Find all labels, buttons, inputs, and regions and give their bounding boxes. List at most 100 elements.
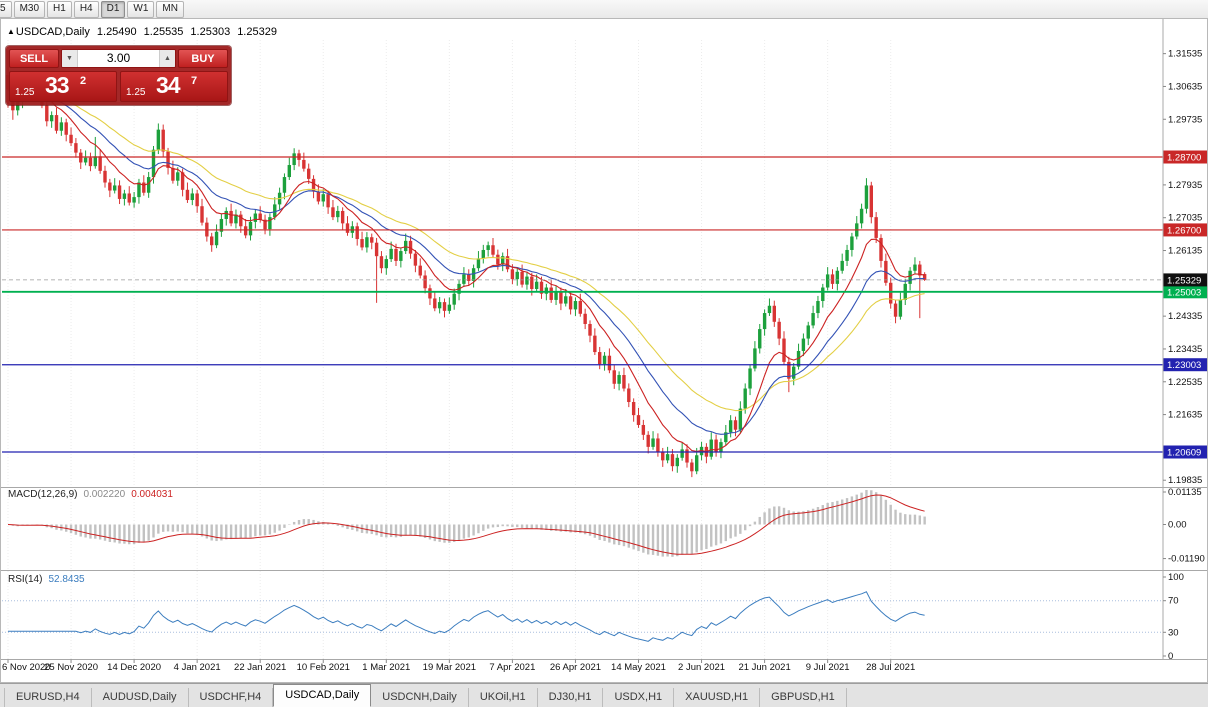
svg-text:25 Nov 2020: 25 Nov 2020 bbox=[44, 662, 98, 673]
chart-tab-audusd-daily[interactable]: AUDUSD,Daily bbox=[92, 688, 189, 707]
svg-text:1.27935: 1.27935 bbox=[1168, 180, 1202, 191]
chart-tab-gbpusd-h1[interactable]: GBPUSD,H1 bbox=[760, 688, 847, 707]
macd-title: MACD(12,26,9) bbox=[8, 489, 78, 500]
macd-signal-line bbox=[7, 494, 925, 555]
chart-tab-usdcad-daily[interactable]: USDCAD,Daily bbox=[273, 684, 372, 707]
svg-text:21 Jun 2021: 21 Jun 2021 bbox=[738, 662, 790, 673]
sell-button[interactable]: SELL bbox=[9, 49, 59, 68]
timeframe-button-h4[interactable]: H4 bbox=[73, 0, 99, 18]
svg-text:1.25003: 1.25003 bbox=[1167, 287, 1201, 298]
price-chart-canvas[interactable]: 1.31535 1.30635 1.29735 1.27935 1.27035 1.261… bbox=[0, 18, 1208, 683]
chart-tab-xauusd-h1[interactable]: XAUUSD,H1 bbox=[674, 688, 761, 707]
rsi-indicator bbox=[2, 591, 1163, 642]
price-badge: 1.20609 bbox=[1163, 445, 1208, 459]
price-badge: 1.28700 bbox=[1163, 150, 1208, 164]
price-badge: 1.26700 bbox=[1163, 223, 1208, 237]
buy-price-prefix: 1.25 bbox=[126, 87, 146, 98]
svg-text:1.24335: 1.24335 bbox=[1168, 311, 1202, 322]
rsi-line bbox=[8, 591, 925, 642]
svg-text:70: 70 bbox=[1168, 596, 1179, 607]
svg-text:9 Jul 2021: 9 Jul 2021 bbox=[806, 662, 850, 673]
one-click-trading-panel: SELL ▼ 3.00 ▲ BUY 1.25 33 2 1.25 34 7 bbox=[6, 46, 231, 105]
rsi-value: 52.8435 bbox=[48, 574, 85, 585]
timeframe-toolbar: 5 M30 H1 H4 D1 W1 MN bbox=[0, 0, 1208, 19]
svg-text:1.28700: 1.28700 bbox=[1167, 153, 1201, 164]
svg-text:1.31535: 1.31535 bbox=[1168, 49, 1202, 60]
chart-window[interactable]: 1.31535 1.30635 1.29735 1.27935 1.27035 1.261… bbox=[0, 18, 1208, 683]
ma-34-line bbox=[7, 88, 925, 412]
sell-price-sup: 2 bbox=[80, 75, 87, 87]
svg-text:0.01135: 0.01135 bbox=[1168, 487, 1202, 498]
chart-tab-ukoil-h1[interactable]: UKOil,H1 bbox=[469, 688, 538, 707]
price-badge: 1.25003 bbox=[1163, 285, 1208, 299]
ohlc-open: 1.25490 bbox=[96, 26, 137, 38]
ohlc-low: 1.25303 bbox=[190, 26, 231, 38]
chart-tabs-bar: EURUSD,H4 AUDUSD,Daily USDCHF,H4 USDCAD,Dai… bbox=[0, 683, 1208, 707]
timeframe-button-h1[interactable]: H1 bbox=[47, 0, 72, 18]
ma-10-line bbox=[7, 89, 925, 453]
svg-text:22 Jan 2021: 22 Jan 2021 bbox=[234, 662, 286, 673]
volume-input[interactable]: 3.00 bbox=[106, 51, 131, 65]
svg-text:1.23435: 1.23435 bbox=[1168, 344, 1202, 355]
chart-tab-usdchf-h4[interactable]: USDCHF,H4 bbox=[189, 688, 274, 707]
chart-tab-usdcnh-daily[interactable]: USDCNH,Daily bbox=[371, 688, 469, 707]
timeframe-button-mn[interactable]: MN bbox=[156, 0, 184, 18]
svg-text:1.26135: 1.26135 bbox=[1168, 246, 1202, 257]
buy-button[interactable]: BUY bbox=[178, 49, 228, 68]
chart-tab-eurusd-h4[interactable]: EURUSD,H4 bbox=[4, 688, 92, 707]
svg-text:26 Apr 2021: 26 Apr 2021 bbox=[550, 662, 601, 673]
price-badge: 1.25329 bbox=[1163, 273, 1208, 287]
svg-text:1.23003: 1.23003 bbox=[1167, 360, 1201, 371]
macd-pane-label: MACD(12,26,9) 0.002220 0.004031 bbox=[8, 489, 173, 500]
sell-price-prefix: 1.25 bbox=[15, 87, 35, 98]
ohlc-close: 1.25329 bbox=[237, 26, 277, 38]
ohlc-high: 1.25535 bbox=[143, 26, 184, 38]
rsi-pane-label: RSI(14) 52.8435 bbox=[8, 574, 85, 585]
svg-text:1.27035: 1.27035 bbox=[1168, 213, 1202, 224]
macd-value-main: 0.002220 bbox=[83, 489, 126, 500]
buy-price-sup: 7 bbox=[191, 75, 198, 87]
svg-text:0: 0 bbox=[1168, 651, 1173, 662]
svg-text:0.00: 0.00 bbox=[1168, 520, 1187, 531]
macd-value-signal: 0.004031 bbox=[131, 489, 173, 500]
svg-text:1.25329: 1.25329 bbox=[1167, 275, 1201, 286]
price-badge: 1.23003 bbox=[1163, 358, 1208, 372]
svg-text:1.29735: 1.29735 bbox=[1168, 114, 1202, 125]
chart-tab-usdx-h1[interactable]: USDX,H1 bbox=[603, 688, 675, 707]
volume-increase-icon[interactable]: ▲ bbox=[159, 50, 175, 67]
horizontal-level-lines bbox=[2, 156, 1163, 453]
volume-decrease-icon[interactable]: ▼ bbox=[62, 50, 78, 67]
svg-text:1.19835: 1.19835 bbox=[1168, 475, 1202, 486]
svg-text:7 Apr 2021: 7 Apr 2021 bbox=[489, 662, 535, 673]
sell-price-big: 33 bbox=[45, 72, 70, 98]
svg-text:6 Nov 2020: 6 Nov 2020 bbox=[2, 662, 51, 673]
svg-text:-0.01190: -0.01190 bbox=[1168, 554, 1205, 565]
sell-price-box[interactable]: 1.25 33 2 bbox=[9, 71, 117, 102]
svg-text:100: 100 bbox=[1168, 572, 1184, 583]
grid-lines bbox=[7, 40, 892, 659]
timeframe-button-5[interactable]: 5 bbox=[0, 0, 12, 18]
timeframe-button-d1[interactable]: D1 bbox=[100, 0, 126, 18]
svg-text:1.20609: 1.20609 bbox=[1167, 447, 1201, 458]
timeframe-button-w1[interactable]: W1 bbox=[127, 0, 155, 18]
axes: 1.31535 1.30635 1.29735 1.27935 1.27035 1.261… bbox=[0, 18, 1208, 673]
svg-text:1.21635: 1.21635 bbox=[1168, 410, 1202, 421]
panel-collapse-icon[interactable]: ▲ bbox=[7, 27, 15, 36]
ma-20-line bbox=[7, 88, 925, 435]
timeframe-button-m30[interactable]: M30 bbox=[13, 0, 46, 18]
svg-text:19 Mar 2021: 19 Mar 2021 bbox=[423, 662, 476, 673]
volume-stepper: ▼ 3.00 ▲ bbox=[61, 49, 176, 68]
chart-tab-dj30-h1[interactable]: DJ30,H1 bbox=[538, 688, 604, 707]
symbol-title: USDCAD,Daily bbox=[15, 26, 90, 38]
rsi-title: RSI(14) bbox=[8, 574, 43, 585]
svg-text:10 Feb 2021: 10 Feb 2021 bbox=[297, 662, 350, 673]
candlestick-series bbox=[6, 50, 927, 478]
svg-text:2 Jun 2021: 2 Jun 2021 bbox=[678, 662, 725, 673]
svg-text:14 Dec 2020: 14 Dec 2020 bbox=[107, 662, 161, 673]
svg-text:1 Mar 2021: 1 Mar 2021 bbox=[362, 662, 410, 673]
svg-text:30: 30 bbox=[1168, 627, 1179, 638]
svg-text:4 Jan 2021: 4 Jan 2021 bbox=[174, 662, 221, 673]
svg-text:1.26700: 1.26700 bbox=[1167, 225, 1201, 236]
buy-price-box[interactable]: 1.25 34 7 bbox=[120, 71, 228, 102]
buy-price-big: 34 bbox=[156, 72, 181, 98]
